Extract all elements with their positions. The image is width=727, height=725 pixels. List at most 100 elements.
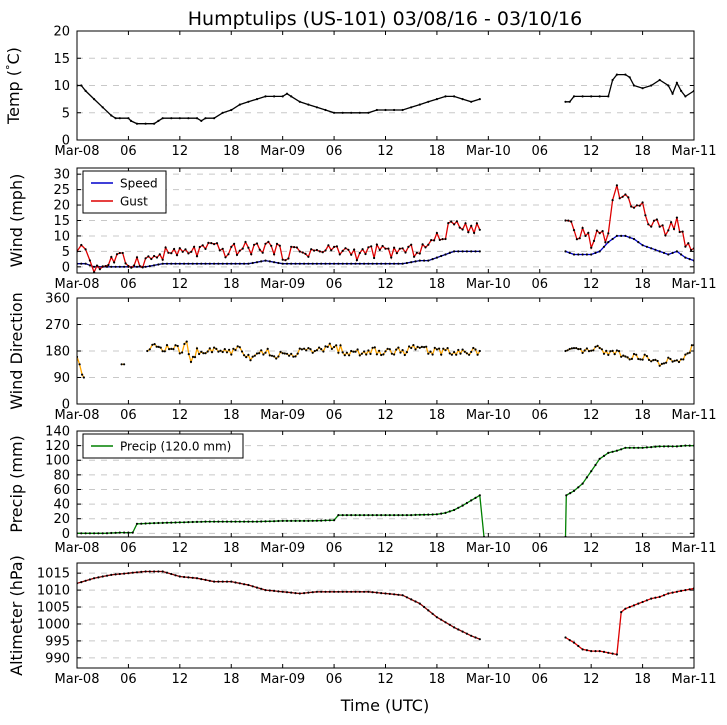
wind-data-point xyxy=(350,262,353,265)
wdir-y-axis-label: Wind Direction xyxy=(7,292,26,410)
alt-data-point xyxy=(97,576,100,579)
wind-data-point xyxy=(264,259,267,262)
wind-legend: Speed Gust xyxy=(82,170,167,214)
wind-data-point xyxy=(113,261,116,264)
alt-data-point xyxy=(568,639,571,642)
alt-data-point xyxy=(461,630,464,633)
wdir-data-point xyxy=(615,349,619,352)
alt-data-point xyxy=(637,602,640,605)
wdir-data-point xyxy=(339,344,342,347)
wind-data-point xyxy=(604,241,607,244)
precip-data-point xyxy=(208,520,211,523)
wdir-data-point xyxy=(318,346,321,349)
wind-data-point xyxy=(267,240,270,243)
wind-data-point xyxy=(678,230,681,234)
wdir-data-point xyxy=(448,352,451,355)
wind-data-point xyxy=(661,224,664,227)
wdir-data-point xyxy=(408,345,411,348)
wdir-data-point xyxy=(264,351,267,354)
wdir-data-point xyxy=(688,351,691,354)
wdir-data-point xyxy=(686,352,689,355)
wind-data-point xyxy=(284,259,287,262)
wind-series-line xyxy=(77,220,481,273)
wind-data-point xyxy=(193,245,196,248)
precip-data-point xyxy=(465,501,468,505)
alt-data-point xyxy=(448,623,451,626)
wind-data-point xyxy=(268,260,271,263)
temp-data-point xyxy=(307,103,310,106)
wind-data-point xyxy=(680,253,683,256)
wdir-data-point xyxy=(294,355,297,358)
wind-data-point xyxy=(247,246,250,249)
wind-data-point xyxy=(178,262,181,265)
precip-data-point xyxy=(410,514,413,517)
wdir-data-point xyxy=(677,360,681,364)
wind-data-point xyxy=(243,262,246,265)
wdir-data-point xyxy=(217,350,220,353)
temp-y-axis-label: Temp (°C) xyxy=(4,47,23,125)
wind-data-point xyxy=(187,252,190,255)
alt-data-point xyxy=(345,590,348,593)
precip-data-point xyxy=(448,510,451,513)
wdir-data-point xyxy=(213,346,216,349)
precip-data-point xyxy=(140,522,143,525)
wind-data-point xyxy=(367,262,370,265)
wdir-data-point xyxy=(146,349,149,353)
wdir-data-point xyxy=(617,350,621,353)
x-tick-label: 18 xyxy=(429,277,446,292)
wind-data-point xyxy=(587,231,590,234)
wdir-data-point xyxy=(290,352,293,355)
x-tick-label: 06 xyxy=(531,541,548,556)
wdir-data-point xyxy=(375,353,378,356)
wind-data-point xyxy=(255,242,259,245)
wind-data-point xyxy=(110,255,113,259)
wind-data-point xyxy=(337,262,340,265)
wdir-data-point xyxy=(690,344,694,347)
wind-data-point xyxy=(277,261,280,265)
alt-data-point xyxy=(127,572,130,575)
wind-data-point xyxy=(93,265,96,268)
alt-data-point xyxy=(431,612,434,615)
temp-data-point xyxy=(384,108,387,112)
wind-data-point xyxy=(251,261,254,265)
y-tick-label: 995 xyxy=(45,634,70,649)
alt-data-point xyxy=(427,609,430,612)
wind-data-point xyxy=(290,262,293,265)
wind-data-point xyxy=(201,244,204,247)
wdir-data-point xyxy=(159,346,162,349)
wdir-data-point xyxy=(240,350,244,353)
x-tick-label: 06 xyxy=(326,408,343,423)
x-tick-label: 06 xyxy=(120,541,137,556)
precip-data-point xyxy=(577,486,580,489)
wind-series-3 xyxy=(564,184,694,252)
alt-data-point xyxy=(324,590,327,593)
wdir-data-point xyxy=(305,349,308,352)
y-tick-label: 1010 xyxy=(37,584,70,599)
alt-data-point xyxy=(238,582,241,585)
alt-data-point xyxy=(564,636,567,639)
x-tick-label: 18 xyxy=(634,408,651,423)
wdir-data-point xyxy=(270,354,274,357)
wind-data-point xyxy=(361,248,364,251)
wdir-data-point xyxy=(412,344,415,347)
wind-data-point xyxy=(350,253,353,256)
wdir-data-point xyxy=(120,363,123,366)
wdir-data-point xyxy=(566,349,569,352)
wind-data-point xyxy=(598,232,601,235)
wdir-data-point xyxy=(356,348,359,351)
wdir-data-point xyxy=(667,356,670,359)
wind-data-point xyxy=(667,229,670,232)
wdir-data-point xyxy=(378,349,381,352)
y-tick-label: 25 xyxy=(53,183,70,198)
wdir-data-point xyxy=(148,348,151,351)
wind-data-point xyxy=(644,214,647,217)
wind-data-point xyxy=(210,242,213,245)
temp-data-point xyxy=(341,111,344,114)
temp-data-point xyxy=(230,108,233,112)
wdir-data-point xyxy=(594,345,597,348)
wind-data-point xyxy=(581,253,584,256)
precip-data-point xyxy=(204,520,207,523)
x-tick-label: 06 xyxy=(531,408,548,423)
x-tick-label: Mar-09 xyxy=(260,408,305,423)
precip-data-point xyxy=(105,532,109,535)
